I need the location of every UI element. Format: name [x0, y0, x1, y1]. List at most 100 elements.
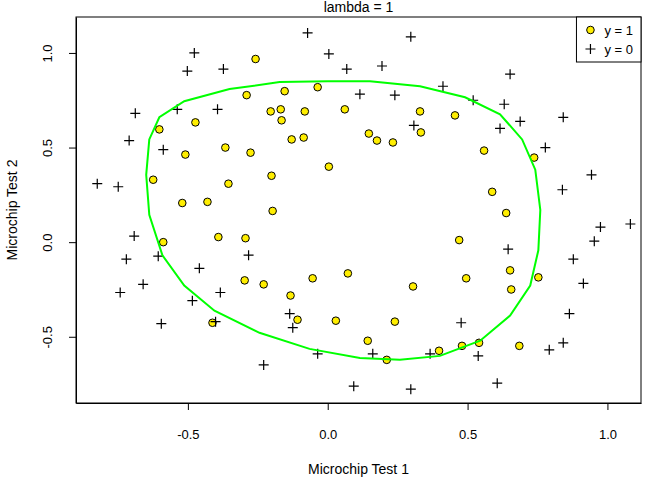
- point: [124, 136, 134, 146]
- point: [595, 222, 605, 232]
- point: [247, 149, 255, 157]
- point: [586, 170, 596, 180]
- y-tick-mark: [69, 148, 76, 149]
- point: [406, 384, 416, 394]
- point: [243, 91, 251, 99]
- point: [192, 119, 200, 127]
- point: [281, 87, 289, 95]
- point: [288, 323, 298, 333]
- point: [373, 137, 381, 145]
- chart-title: lambda = 1: [324, 0, 394, 15]
- point: [182, 151, 190, 159]
- point: [364, 337, 372, 345]
- point: [324, 49, 334, 59]
- y-axis-title: Microchip Test 2: [4, 159, 20, 260]
- point: [435, 347, 443, 355]
- point: [342, 64, 352, 74]
- point: [390, 90, 400, 100]
- point: [507, 286, 515, 294]
- point: [213, 104, 223, 114]
- point: [499, 99, 509, 109]
- point: [456, 318, 466, 328]
- legend-marker: [587, 26, 595, 34]
- point: [156, 126, 164, 134]
- point: [417, 129, 425, 137]
- x-tick-mark: [188, 403, 189, 410]
- y-tick-label: 0.5: [40, 139, 55, 157]
- x-axis-title: Microchip Test 1: [308, 461, 409, 477]
- point: [409, 283, 417, 291]
- point: [138, 279, 148, 289]
- point: [129, 231, 139, 241]
- point: [189, 48, 199, 58]
- point: [502, 209, 510, 217]
- point: [480, 147, 488, 155]
- point: [540, 143, 550, 153]
- point: [158, 145, 168, 155]
- point: [495, 123, 505, 133]
- point: [344, 270, 352, 278]
- point: [309, 275, 317, 283]
- y-tick-label: -0.5: [40, 326, 55, 348]
- point: [462, 275, 470, 283]
- x-tick-label: -0.5: [177, 427, 199, 442]
- point: [159, 238, 167, 246]
- point: [455, 236, 463, 244]
- point: [178, 199, 186, 207]
- y-tick: 1.0: [40, 44, 76, 62]
- x-tick-label: 0.5: [459, 427, 477, 442]
- x-tick-mark: [468, 403, 469, 410]
- y-tick: 0.5: [40, 139, 76, 157]
- point: [589, 236, 599, 246]
- point: [492, 378, 502, 388]
- point: [182, 66, 192, 76]
- point: [278, 117, 286, 125]
- point: [391, 318, 399, 326]
- point: [121, 254, 131, 264]
- point: [341, 106, 349, 114]
- point: [568, 254, 578, 264]
- point: [558, 112, 568, 122]
- point: [211, 317, 221, 327]
- series-points: [92, 28, 635, 394]
- point: [115, 287, 125, 297]
- point: [557, 185, 567, 195]
- point: [625, 219, 635, 229]
- point: [222, 144, 230, 152]
- point: [314, 83, 322, 91]
- point: [215, 287, 225, 297]
- point: [325, 163, 333, 171]
- point: [194, 263, 204, 273]
- point: [294, 316, 302, 324]
- point: [218, 64, 228, 74]
- point: [277, 106, 285, 114]
- point: [242, 234, 250, 242]
- point: [287, 292, 295, 300]
- point: [564, 309, 574, 319]
- decision-boundary: [146, 81, 540, 360]
- x-tick-mark: [328, 403, 329, 410]
- point: [451, 112, 459, 120]
- y-tick: 0.0: [40, 234, 76, 252]
- point: [355, 89, 365, 99]
- point: [259, 360, 269, 370]
- x-axis: -0.50.00.51.0: [77, 403, 642, 442]
- point: [578, 278, 588, 288]
- point: [288, 136, 296, 144]
- y-tick-mark: [69, 53, 76, 54]
- chart: -0.50.00.51.0-0.50.00.51.0lambda = 1Micr…: [0, 0, 672, 480]
- point: [365, 130, 373, 138]
- point: [488, 188, 496, 196]
- x-axis-line: [77, 403, 642, 404]
- legend-label: y = 0: [604, 42, 633, 57]
- point: [149, 176, 157, 184]
- y-tick-label: 1.0: [40, 44, 55, 62]
- plot-frame: [76, 17, 641, 403]
- point: [389, 139, 397, 147]
- series-points: [149, 55, 542, 363]
- point: [269, 207, 277, 215]
- point: [368, 349, 378, 359]
- point: [505, 69, 515, 79]
- point: [92, 179, 102, 189]
- point: [260, 281, 268, 289]
